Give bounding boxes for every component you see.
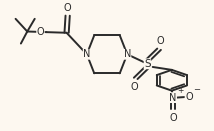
Text: O: O bbox=[169, 113, 177, 123]
Text: O: O bbox=[37, 27, 44, 37]
Text: O: O bbox=[185, 92, 193, 102]
Text: N: N bbox=[83, 49, 91, 59]
Text: S: S bbox=[144, 59, 151, 69]
Text: −: − bbox=[193, 85, 201, 94]
Text: O: O bbox=[156, 36, 164, 46]
Text: O: O bbox=[64, 2, 71, 12]
Text: +: + bbox=[178, 86, 184, 95]
Text: N: N bbox=[123, 49, 131, 59]
Text: N: N bbox=[169, 93, 177, 103]
Text: O: O bbox=[131, 81, 138, 92]
